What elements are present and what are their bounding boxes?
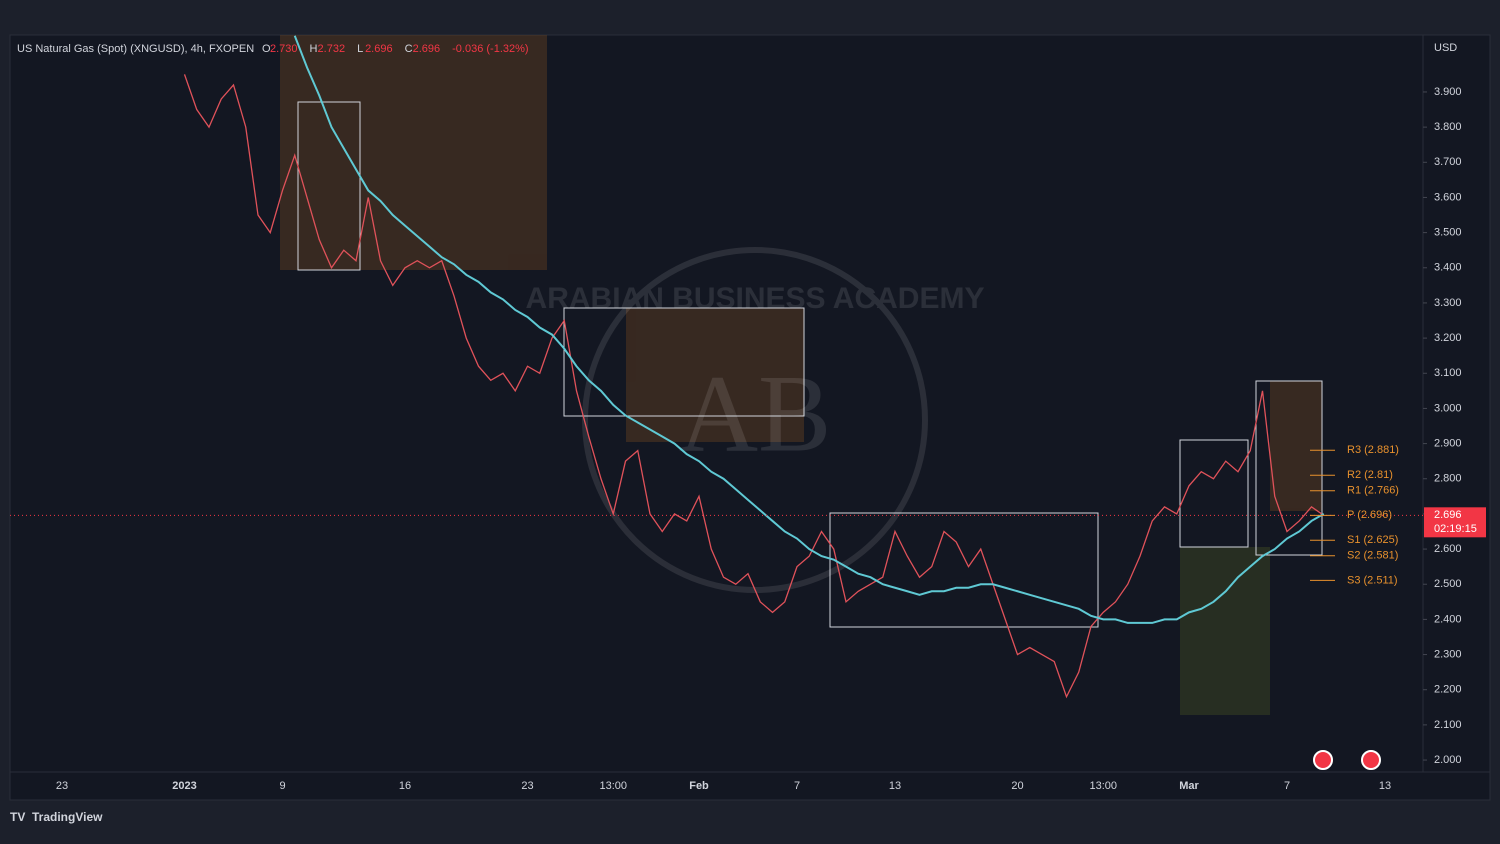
chart-panel <box>9 34 1491 801</box>
x-tick-label: 16 <box>399 780 411 792</box>
x-tick-label: 13 <box>1379 780 1391 792</box>
y-tick-label: 3.500 <box>1434 227 1462 239</box>
x-tick-label: 13:00 <box>1089 780 1117 792</box>
ohlc-value: 2.696 <box>413 43 441 55</box>
range-box <box>626 308 804 442</box>
range-box <box>280 35 547 270</box>
y-tick-label: 3.400 <box>1434 262 1462 274</box>
pivot-label: R3 (2.881) <box>1347 444 1399 456</box>
y-tick-label: 2.500 <box>1434 578 1462 590</box>
x-tick-label: Feb <box>689 780 709 792</box>
brand-logo: TV <box>10 810 25 824</box>
ohlc-legend: O 2.730 H 2.732 L 2.696 C 2.696 -0.036 (-1.32%) <box>262 43 529 55</box>
range-outlines <box>297 101 1323 628</box>
y-tick-label: 3.800 <box>1434 121 1462 133</box>
x-tick-label: 23 <box>56 780 68 792</box>
y-tick-label: 2.300 <box>1434 648 1462 660</box>
x-tick-label: Mar <box>1179 780 1199 792</box>
y-tick-label: 3.000 <box>1434 402 1462 414</box>
y-tick-label: 3.600 <box>1434 191 1462 203</box>
pivot-label: S3 (2.511) <box>1347 574 1398 586</box>
last-price-tag <box>1424 507 1486 538</box>
ohlc-value: 2.730 <box>270 43 298 55</box>
ohlc-key: L <box>357 43 363 55</box>
ohlc-value: 2.732 <box>318 43 346 55</box>
brand: TradingView <box>32 810 103 824</box>
watermark-text: ARABIAN BUSINESS ACADEMY <box>526 282 985 315</box>
y-tick-label: 3.100 <box>1434 367 1462 379</box>
x-tick-label: 7 <box>1284 780 1290 792</box>
x-tick-label: 13:00 <box>599 780 627 792</box>
ohlc-key: C <box>405 43 413 55</box>
x-tick-label: 9 <box>279 780 285 792</box>
ohlc-key: H <box>310 43 318 55</box>
x-tick-label: 2023 <box>172 780 196 792</box>
countdown: 02:19:15 <box>1434 523 1477 535</box>
range-outline <box>1179 439 1249 548</box>
change: -0.036 (-1.32%) <box>452 43 528 55</box>
range-box <box>1180 547 1270 715</box>
range-outline <box>829 512 1099 628</box>
pivot-label: S2 (2.581) <box>1347 550 1398 562</box>
currency: USD <box>1434 42 1457 54</box>
y-tick-label: 2.900 <box>1434 437 1462 449</box>
x-tick-label: 23 <box>521 780 533 792</box>
ohlc-value: 2.696 <box>365 43 393 55</box>
range-box <box>1270 381 1322 511</box>
pivot-label: R2 (2.81) <box>1347 469 1393 481</box>
y-tick-label: 2.600 <box>1434 543 1462 555</box>
y-tick-label: 3.200 <box>1434 332 1462 344</box>
event-icon <box>1313 750 1333 770</box>
x-tick-label: 20 <box>1011 780 1023 792</box>
watermark-logo: AB <box>679 352 832 474</box>
y-tick-label: 2.800 <box>1434 473 1462 485</box>
pivot-label: R1 (2.766) <box>1347 485 1399 497</box>
y-tick-label: 2.100 <box>1434 719 1462 731</box>
pivot-label: P (2.696) <box>1347 509 1392 521</box>
symbol-title: US Natural Gas (Spot) (XNGUSD), 4h, FXOP… <box>17 43 254 55</box>
y-tick-label: 3.700 <box>1434 156 1462 168</box>
range-outline <box>1255 380 1323 556</box>
last-price-label: 2.696 <box>1434 509 1462 521</box>
y-tick-label: 3.300 <box>1434 297 1462 309</box>
y-tick-label: 2.400 <box>1434 613 1462 625</box>
y-tick-label: 2.000 <box>1434 754 1462 766</box>
pivot-label: S1 (2.625) <box>1347 534 1398 546</box>
range-boxes <box>280 35 1322 715</box>
event-icon <box>1361 750 1381 770</box>
ohlc-key: O <box>262 43 271 55</box>
moving-average <box>293 35 1325 624</box>
range-outline <box>563 307 805 417</box>
y-tick-label: 3.900 <box>1434 86 1462 98</box>
y-tick-label: 2.200 <box>1434 684 1462 696</box>
price-line <box>183 74 1325 699</box>
x-tick-label: 13 <box>889 780 901 792</box>
range-outline <box>297 101 361 271</box>
x-tick-label: 7 <box>794 780 800 792</box>
